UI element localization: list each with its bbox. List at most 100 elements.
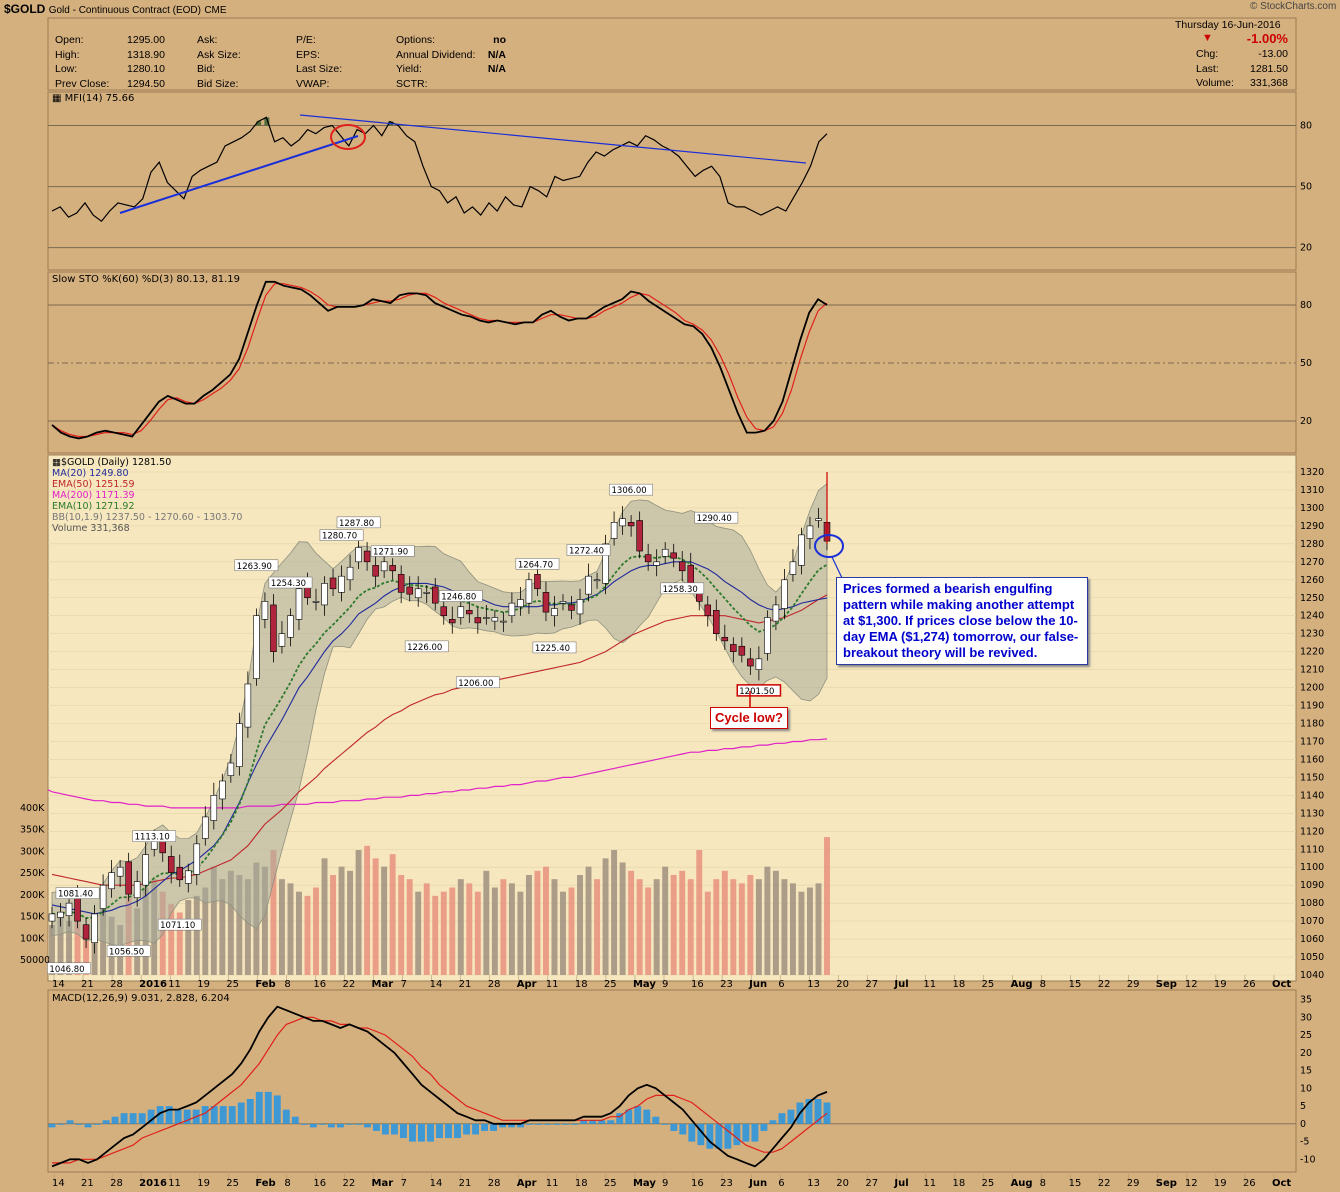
- price-label-box: [268, 576, 313, 589]
- analysis-callout: Prices formed a bearish engulfing patter…: [836, 577, 1088, 665]
- quote-field-label: Ask:: [197, 34, 218, 46]
- macd-histogram-bar: [345, 1123, 353, 1125]
- quote-field-row: Last Size:: [296, 62, 376, 77]
- quote-field-value: N/A: [487, 63, 506, 75]
- price-label-box: [404, 640, 449, 653]
- brand-logo: © StockCharts.com: [1250, 1, 1337, 12]
- volume-bar: [330, 875, 337, 975]
- sto-title: Slow STO %K(60) %D(3) 80.13, 81.19: [52, 273, 240, 288]
- x-axis-label: 21: [459, 1178, 472, 1189]
- price-label: 1271.90: [373, 547, 408, 557]
- quote-field-row: High: 1318.90: [55, 48, 165, 63]
- volume-bar: [560, 891, 566, 975]
- x-axis-label: 15: [1069, 979, 1082, 990]
- macd-histogram-bar: [300, 1123, 308, 1125]
- candle-body: [176, 866, 184, 881]
- volume-bar: [270, 850, 277, 975]
- macd-histogram-bar: [472, 1123, 480, 1135]
- x-axis-label: 19: [197, 979, 210, 990]
- x-axis-label: 18: [952, 979, 965, 990]
- candle-body: [295, 588, 303, 620]
- x-axis-label: May: [633, 1178, 656, 1189]
- candle-body: [108, 872, 115, 890]
- volume-bar: [168, 904, 175, 975]
- candle-body: [270, 604, 277, 652]
- volume-bar: [585, 866, 592, 975]
- price-tick-label: 1200: [1300, 683, 1324, 694]
- macd-histogram-bar: [210, 1106, 218, 1124]
- volume-bar: [219, 879, 226, 975]
- volume-bar: [347, 870, 354, 975]
- x-axis-label: 16: [313, 1178, 326, 1189]
- price-tick-label: 1270: [1300, 557, 1324, 568]
- macd-histogram-bar: [354, 1123, 362, 1125]
- price-title: ▦$GOLD (Daily) 1281.50: [52, 457, 172, 468]
- volume-bar: [321, 858, 328, 975]
- x-axis-label: 11: [546, 1178, 559, 1189]
- macd-histogram-bar: [634, 1106, 642, 1124]
- volume-bar: [406, 879, 413, 975]
- candle-body: [449, 619, 456, 624]
- candle-body: [431, 586, 439, 604]
- x-axis-label: 28: [488, 1178, 501, 1189]
- candle-body: [670, 552, 677, 559]
- price-tick-label: 1310: [1300, 485, 1324, 496]
- macd-histogram-bar: [526, 1123, 534, 1125]
- quote-field-value: N/A: [487, 48, 506, 61]
- x-axis-label: Aug: [1011, 979, 1033, 990]
- volume-bar: [185, 900, 192, 975]
- price-label-box: [234, 559, 279, 572]
- quote-field-label: Annual Dividend:: [396, 48, 476, 61]
- macd-histogram-bar: [535, 1123, 543, 1125]
- macd-histogram-bar: [57, 1123, 65, 1125]
- mfi-falling-trendline: [299, 114, 807, 164]
- mfi-tick-label: 20: [1300, 243, 1312, 254]
- macd-tick-label: 35: [1300, 995, 1312, 1006]
- price-label: 1056.50: [109, 947, 144, 957]
- x-axis-label: 11: [168, 979, 181, 990]
- quote-field-row: Options: no: [396, 33, 506, 48]
- candle-body: [48, 913, 56, 922]
- price-label-box: [694, 511, 739, 524]
- price-tick-label: 1320: [1300, 467, 1324, 478]
- volume-bar: [398, 875, 405, 975]
- candle-body: [278, 633, 286, 647]
- macd-tick-label: 25: [1300, 1030, 1312, 1041]
- price-tick-label: 1080: [1300, 898, 1324, 909]
- candle-body: [551, 608, 558, 617]
- mfi-panel: [47, 91, 1297, 271]
- x-axis-label: 12: [1185, 979, 1198, 990]
- volume-bar: [57, 912, 64, 975]
- price-label: 1201.50: [739, 687, 774, 697]
- macd-tick-label: 5: [1300, 1101, 1306, 1112]
- volume-tick-label: 400K: [20, 803, 45, 814]
- candle-body: [346, 566, 354, 581]
- candle-body: [525, 579, 533, 604]
- volume-bar: [466, 883, 473, 975]
- candle-body: [406, 586, 413, 595]
- quote-field-row: Bid Size:: [197, 77, 277, 92]
- candle-body: [397, 574, 405, 593]
- macd-line: [51, 1005, 828, 1168]
- macd-histogram-bar: [381, 1123, 389, 1135]
- quote-field-value: 1281.50: [1250, 62, 1288, 75]
- candle-body: [559, 601, 567, 604]
- volume-bar: [210, 866, 217, 975]
- x-axis-label: Jul: [893, 979, 908, 990]
- x-axis-label: 25: [226, 1178, 239, 1189]
- x-axis-label: 14: [430, 979, 443, 990]
- volume-bar: [389, 854, 396, 975]
- volume-bar: [653, 879, 660, 975]
- volume-bar: [261, 866, 268, 975]
- candle-body: [253, 615, 260, 679]
- x-axis-label: 18: [575, 1178, 588, 1189]
- volume-bar: [278, 879, 285, 975]
- macd-histogram-bar: [499, 1123, 507, 1128]
- x-axis-label: 28: [110, 1178, 123, 1189]
- macd-histogram-bar: [183, 1109, 191, 1124]
- volume-bar: [747, 875, 754, 975]
- candle-body: [542, 592, 550, 613]
- exchange: CME: [204, 5, 227, 16]
- volume-bar: [534, 870, 541, 975]
- volume-bar: [713, 879, 720, 975]
